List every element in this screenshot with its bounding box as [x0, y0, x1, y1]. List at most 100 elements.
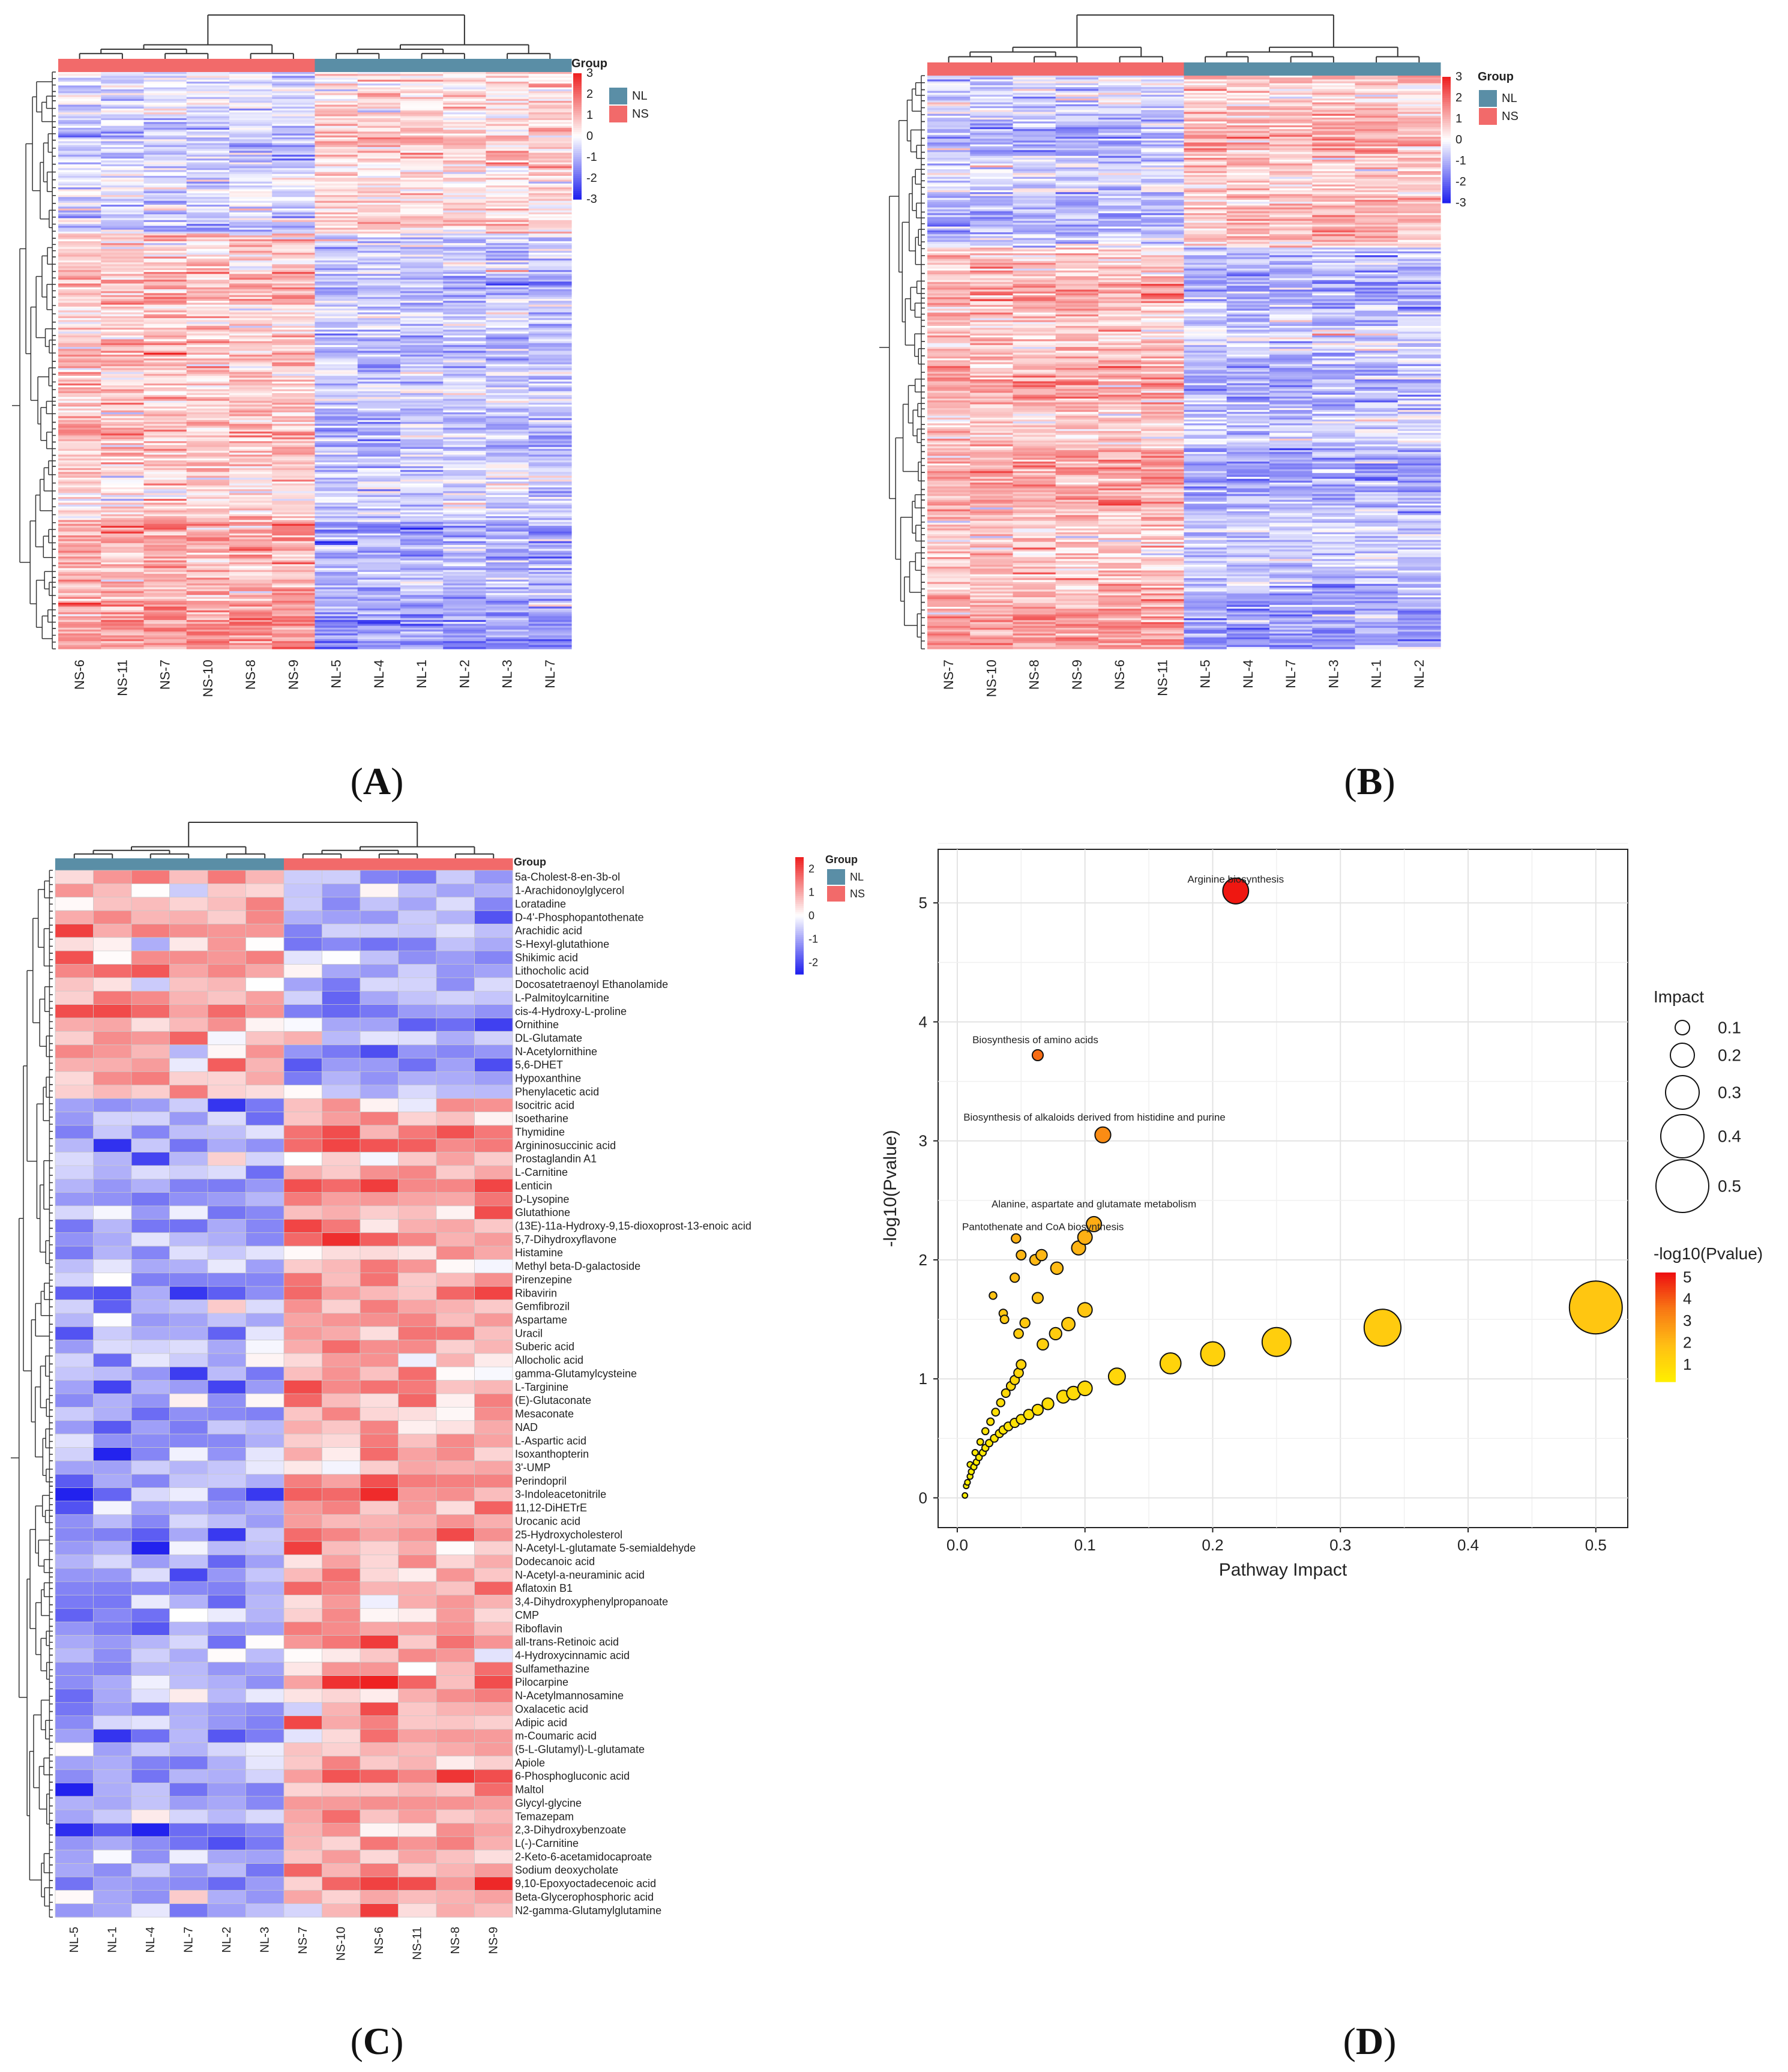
heatmap-cell: [486, 139, 529, 142]
heatmap-cell: [528, 535, 572, 538]
heatmap-cell: [101, 564, 145, 567]
heatmap-cell: [229, 141, 272, 144]
heatmap-cell: [400, 164, 444, 167]
heatmap-cell: [101, 116, 145, 119]
heatmap-cell: [315, 508, 358, 511]
heatmap-cell: [272, 258, 316, 261]
heatmap-cell: [58, 193, 101, 196]
heatmap-cell: [272, 591, 316, 594]
heatmap-cell: [528, 241, 572, 244]
heatmap-cell: [486, 279, 529, 282]
heatmap-cell: [272, 298, 316, 301]
heatmap-cell: [400, 552, 444, 555]
heatmap-cell: [58, 443, 101, 446]
heatmap-cell: [528, 253, 572, 255]
heatmap-cell: [1397, 175, 1441, 178]
heatmap-cell: [528, 583, 572, 586]
heatmap-cell: [1312, 142, 1356, 145]
heatmap-cell: [1141, 157, 1185, 160]
heatmap-cell: [443, 422, 487, 424]
heatmap-cell: [486, 571, 529, 574]
heatmap-cell: [1184, 136, 1227, 139]
heatmap-cell: [357, 248, 401, 251]
heatmap-cell: [101, 233, 145, 236]
heatmap-cell: [1269, 83, 1313, 86]
heatmap-cell: [58, 432, 101, 434]
heatmap-cell: [101, 104, 145, 107]
heatmap-cell: [143, 279, 187, 282]
heatmap-cell: [229, 646, 272, 649]
heatmap-cell: [357, 318, 401, 321]
heatmap-cell: [1355, 76, 1398, 78]
heatmap-cell: [229, 179, 272, 182]
heatmap-cell: [315, 564, 358, 567]
heatmap-cell: [315, 301, 358, 303]
heatmap-cell: [229, 408, 272, 411]
heatmap-cell: [315, 432, 358, 434]
heatmap-cell: [1141, 139, 1185, 141]
heatmap-cell: [272, 175, 316, 178]
heatmap-cell: [101, 135, 145, 138]
heatmap-cell: [443, 91, 487, 94]
heatmap-cell: [400, 298, 444, 301]
heatmap-cell: [486, 622, 529, 624]
group-annotation-cell: [229, 59, 272, 72]
heatmap-cell: [400, 239, 444, 242]
heatmap-cell: [486, 137, 529, 140]
heatmap-cell: [272, 164, 316, 167]
heatmap-cell: [229, 164, 272, 167]
heatmap-cell: [357, 400, 401, 403]
heatmap-cell: [443, 179, 487, 182]
heatmap-cell: [186, 424, 230, 427]
heatmap-cell: [272, 139, 316, 142]
heatmap-cell: [101, 462, 145, 465]
heatmap-cell: [315, 135, 358, 138]
heatmap-cell: [443, 309, 487, 311]
heatmap-cell: [101, 474, 145, 477]
heatmap-cell: [315, 214, 358, 217]
heatmap-cell: [315, 591, 358, 594]
heatmap-cell: [528, 543, 572, 546]
heatmap-cell: [400, 606, 444, 609]
heatmap-cell: [272, 97, 316, 100]
heatmap-cell: [272, 76, 316, 79]
heatmap-cell: [357, 137, 401, 140]
heatmap-cell: [272, 552, 316, 555]
heatmap-cell: [315, 262, 358, 265]
heatmap-cell: [357, 175, 401, 178]
heatmap-cell: [143, 493, 187, 496]
heatmap-cell: [357, 604, 401, 607]
heatmap-cell: [272, 387, 316, 390]
heatmap-cell: [143, 218, 187, 221]
heatmap-cell: [486, 173, 529, 176]
heatmap-cell: [357, 378, 401, 381]
heatmap-cell: [443, 103, 487, 106]
heatmap-cell: [101, 622, 145, 624]
heatmap-cell: [400, 260, 444, 263]
heatmap-cell: [1098, 178, 1142, 181]
heatmap-cell: [443, 347, 487, 349]
heatmap-cell: [1013, 140, 1056, 143]
heatmap-cell: [357, 285, 401, 288]
color-scale-step: [573, 184, 582, 187]
heatmap-cell: [486, 393, 529, 396]
heatmap-cell: [58, 427, 101, 430]
heatmap-cell: [186, 301, 230, 303]
heatmap-cell: [272, 358, 316, 361]
heatmap-cell: [229, 381, 272, 384]
heatmap-cell: [528, 282, 572, 284]
heatmap-cell: [58, 433, 101, 436]
heatmap-cell: [1055, 165, 1099, 168]
heatmap-cell: [101, 399, 145, 402]
heatmap-cell: [58, 212, 101, 215]
heatmap-cell: [970, 79, 1014, 82]
heatmap-cell: [1184, 131, 1227, 134]
heatmap-cell: [443, 537, 487, 540]
heatmap-cell: [443, 447, 487, 450]
heatmap-b-group-annotation: [927, 62, 1441, 76]
heatmap-cell: [143, 619, 187, 622]
heatmap-cell: [143, 193, 187, 196]
heatmap-cell: [186, 220, 230, 223]
heatmap-cell: [58, 646, 101, 649]
heatmap-cell: [143, 379, 187, 382]
